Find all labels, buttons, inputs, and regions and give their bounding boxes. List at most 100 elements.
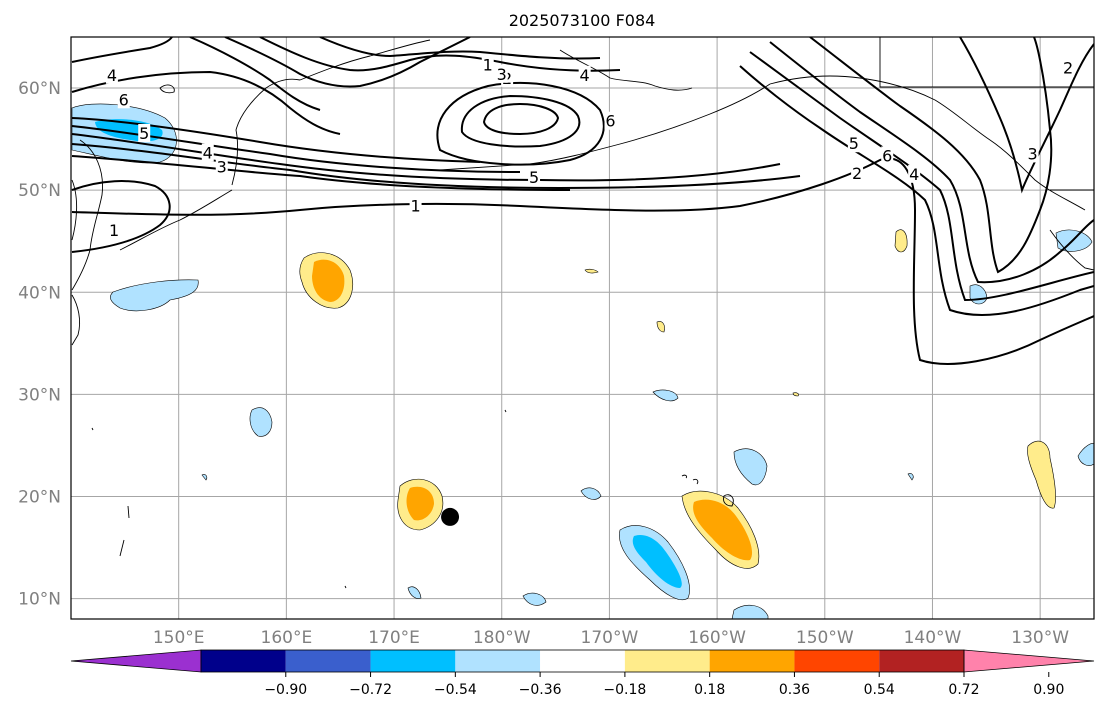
negative-anomaly-region bbox=[1055, 229, 1093, 252]
colorbar-segment bbox=[709, 650, 795, 672]
map-title: 2025073100 F084 bbox=[509, 11, 656, 30]
longitude-axis: 150°E 160°E 170°E 180°W 170°W 160°W 150°W 140°W… bbox=[153, 628, 1069, 648]
contour-line bbox=[319, 37, 601, 60]
longitude-tick-label: 130°W bbox=[1011, 628, 1069, 648]
contour-label-background bbox=[604, 111, 617, 130]
latitude-tick-label: 20°N bbox=[18, 487, 61, 507]
contour-label-background bbox=[528, 167, 541, 186]
contour-label-background bbox=[481, 55, 494, 74]
contour-label: 2 bbox=[1063, 59, 1073, 78]
negative-anomaly-region bbox=[580, 487, 602, 500]
positive-anomaly-region bbox=[584, 268, 599, 274]
contour-line bbox=[71, 117, 481, 163]
negative-anomaly-core bbox=[632, 534, 682, 588]
negative-anomaly-region bbox=[522, 592, 547, 606]
contour-label-background bbox=[578, 65, 591, 84]
contour-line bbox=[460, 94, 581, 148]
colorbar-segment bbox=[540, 650, 625, 672]
hawaii-islands bbox=[681, 474, 734, 507]
colorbar: −0.90 −0.72 −0.54 −0.36 −0.18 0.18 0.36 0.54 0.7… bbox=[70, 649, 1095, 698]
longitude-tick-label: 180°W bbox=[473, 628, 531, 648]
negative-anomaly-region bbox=[201, 474, 208, 481]
contour-label: 4 bbox=[107, 66, 117, 85]
negative-anomaly-region bbox=[110, 279, 199, 312]
latitude-tick-label: 60°N bbox=[18, 79, 61, 99]
asia-coast bbox=[71, 294, 81, 346]
contour-label: 1 bbox=[410, 196, 420, 215]
colorbar-tick-label: −0.36 bbox=[519, 682, 562, 698]
contour-label-background bbox=[851, 163, 864, 182]
longitude-tick-label: 150°W bbox=[796, 628, 854, 648]
colorbar-tick-label: −0.54 bbox=[434, 682, 477, 698]
colorbar-tick-label: −0.18 bbox=[603, 682, 646, 698]
chukotka-coast bbox=[299, 39, 431, 81]
contour-label-background bbox=[847, 134, 860, 153]
contour-line bbox=[959, 37, 1094, 194]
contour-label: 5 bbox=[529, 168, 539, 187]
positive-anomaly-region bbox=[792, 392, 799, 397]
contour-label-background bbox=[495, 64, 508, 83]
positive-anomaly-core bbox=[693, 499, 753, 561]
contour-line bbox=[71, 157, 1094, 365]
colorbar-extension-high bbox=[963, 649, 1095, 673]
contour-label-background bbox=[1026, 144, 1039, 163]
contour-label-background bbox=[1062, 58, 1075, 77]
contour-label: 6 bbox=[605, 112, 615, 131]
longitude-tick-label: 170°E bbox=[368, 628, 420, 648]
negative-anomaly-region bbox=[1077, 443, 1094, 466]
negative-anomaly-region bbox=[733, 448, 768, 486]
contour-label: 3 bbox=[497, 65, 507, 84]
colorbar-tick-label: 0.72 bbox=[948, 682, 979, 698]
contour-label: 3 bbox=[217, 158, 227, 177]
colorbar-segment bbox=[370, 650, 456, 672]
contour-line bbox=[739, 65, 1094, 317]
contour-label-background bbox=[215, 157, 228, 176]
contour-label: 4 bbox=[909, 165, 919, 184]
longitude-tick-label: 160°E bbox=[261, 628, 313, 648]
contour-line bbox=[259, 37, 621, 72]
contour-lines bbox=[71, 37, 1094, 365]
contour-line bbox=[482, 102, 560, 136]
contour-label-background bbox=[138, 124, 151, 142]
latitude-tick-label: 50°N bbox=[18, 181, 61, 201]
longitude-tick-label: 160°W bbox=[688, 628, 746, 648]
contour-line bbox=[189, 37, 321, 111]
kuril-islands bbox=[119, 189, 233, 251]
longitude-tick-label: 170°W bbox=[581, 628, 639, 648]
canada-border bbox=[879, 37, 1094, 88]
contour-labels: 4654311123465562432 bbox=[105, 55, 1075, 240]
latitude-tick-label: 10°N bbox=[18, 590, 61, 610]
positive-anomaly-core bbox=[312, 259, 345, 302]
colorbar-extension-low bbox=[70, 649, 202, 673]
contour-line bbox=[71, 133, 781, 182]
contour-label: 2 bbox=[852, 164, 862, 183]
latitude-axis: 10°N 20°N 30°N 40°N 50°N 60°N bbox=[18, 79, 61, 610]
contour-label-background bbox=[108, 221, 121, 239]
colorbar-tick-label: −0.72 bbox=[349, 682, 392, 698]
map-frame bbox=[70, 36, 1095, 620]
contour-label-background bbox=[881, 146, 894, 165]
contour-label-background bbox=[409, 196, 422, 215]
latitude-tick-label: 40°N bbox=[18, 283, 61, 303]
contour-label-background bbox=[117, 90, 130, 109]
contour-label-background bbox=[201, 143, 214, 162]
colorbar-tick-label: 0.18 bbox=[694, 682, 725, 698]
map-panel: 4654311123465562432 bbox=[70, 36, 1095, 620]
contour-label: 1 bbox=[483, 56, 493, 75]
contour-label: 3 bbox=[1028, 144, 1038, 163]
colorbar-segment bbox=[794, 650, 880, 672]
coastlines bbox=[71, 37, 1094, 589]
colorbar-tick-label: 0.54 bbox=[864, 682, 895, 698]
gulf-of-alaska-coast bbox=[769, 75, 1086, 211]
graticule bbox=[71, 37, 1094, 619]
contour-label-background bbox=[105, 65, 118, 84]
colorbar-tick-label: −0.90 bbox=[264, 682, 307, 698]
contour-line bbox=[71, 143, 801, 190]
positive-anomaly-region bbox=[1027, 440, 1056, 509]
contour-line bbox=[769, 41, 1094, 284]
contour-line bbox=[749, 51, 1094, 302]
contour-label: 6 bbox=[882, 146, 892, 165]
colorbar-segment bbox=[455, 650, 541, 672]
negative-anomaly-region bbox=[407, 586, 422, 599]
